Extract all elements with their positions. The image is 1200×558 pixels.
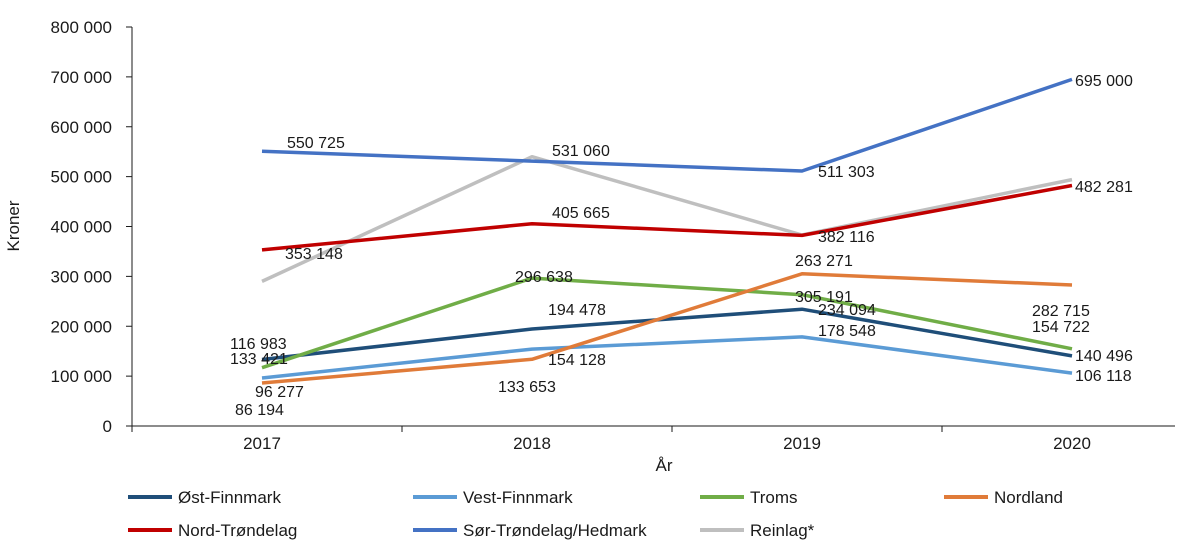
series-line-troms bbox=[261, 276, 1073, 370]
series-line-nordland bbox=[261, 272, 1073, 385]
series-lines bbox=[261, 77, 1073, 385]
y-tick-label: 500 000 bbox=[51, 168, 112, 187]
y-tick-label: 300 000 bbox=[51, 267, 112, 286]
data-label: 116 983 bbox=[230, 336, 287, 353]
series-line-nord-trøndelag bbox=[261, 183, 1073, 252]
y-axis: 0 100 000 200 000 300 000 400 000 500 000 600 … bbox=[51, 18, 133, 436]
data-label: 695 000 bbox=[1075, 73, 1133, 90]
data-label: 154 128 bbox=[548, 352, 606, 369]
data-label: 194 478 bbox=[548, 302, 606, 319]
data-label: 234 094 bbox=[818, 302, 876, 319]
data-labels: 133 421 194 478 234 094 140 496 96 277 154 12… bbox=[230, 73, 1133, 419]
data-label: 531 060 bbox=[552, 143, 610, 160]
data-label: 282 715 bbox=[1032, 303, 1090, 320]
series-line-vest-finnmark bbox=[261, 335, 1073, 380]
data-label: 296 638 bbox=[515, 269, 573, 286]
data-label: 405 665 bbox=[552, 205, 610, 222]
x-tick-label: 2020 bbox=[1053, 434, 1091, 453]
series-line-sør-trøndelag-hedmark bbox=[261, 77, 1073, 173]
y-tick-label: 400 000 bbox=[51, 218, 112, 237]
data-label: 133 421 bbox=[230, 351, 288, 368]
data-label: 86 194 bbox=[235, 402, 284, 419]
x-tick-label: 2017 bbox=[243, 434, 281, 453]
legend-label: Nordland bbox=[994, 488, 1063, 507]
legend-label: Reinlag* bbox=[750, 521, 815, 540]
x-axis: 2017 2018 2019 2020 bbox=[131, 425, 1175, 453]
data-label: 305 191 bbox=[795, 289, 853, 306]
data-label: 96 277 bbox=[255, 384, 304, 401]
legend-label: Troms bbox=[750, 488, 798, 507]
y-tick-label: 100 000 bbox=[51, 367, 112, 386]
data-label: 353 148 bbox=[285, 246, 343, 263]
data-label: 106 118 bbox=[1075, 368, 1132, 385]
data-label: 133 653 bbox=[498, 379, 556, 396]
y-tick-label: 700 000 bbox=[51, 68, 112, 87]
series-line-øst-finnmark bbox=[261, 307, 1073, 362]
x-tick-label: 2018 bbox=[513, 434, 551, 453]
y-axis-title: Kroner bbox=[4, 200, 23, 251]
data-label: 154 722 bbox=[1032, 319, 1090, 336]
y-tick-label: 800 000 bbox=[51, 18, 112, 37]
data-label: 511 303 bbox=[818, 164, 875, 181]
data-label: 550 725 bbox=[287, 135, 345, 152]
data-label: 178 548 bbox=[818, 323, 876, 340]
x-tick-label: 2019 bbox=[783, 434, 821, 453]
data-label: 482 281 bbox=[1075, 179, 1133, 196]
legend-label: Vest-Finnmark bbox=[463, 488, 573, 507]
data-label: 263 271 bbox=[795, 253, 853, 270]
legend-label: Nord-Trøndelag bbox=[178, 521, 297, 540]
series-line-reinlag- bbox=[261, 154, 1073, 283]
legend-label: Sør-Trøndelag/Hedmark bbox=[463, 521, 647, 540]
y-tick-label: 200 000 bbox=[51, 317, 112, 336]
legend-label: Øst-Finnmark bbox=[178, 488, 281, 507]
y-tick-label: 0 bbox=[103, 417, 112, 436]
data-label: 382 116 bbox=[818, 229, 875, 246]
legend: Øst-Finnmark Vest-Finnmark Troms Nordland No… bbox=[128, 488, 1063, 540]
x-axis-title: År bbox=[656, 456, 673, 475]
data-label: 140 496 bbox=[1075, 348, 1133, 365]
y-tick-label: 600 000 bbox=[51, 118, 112, 137]
